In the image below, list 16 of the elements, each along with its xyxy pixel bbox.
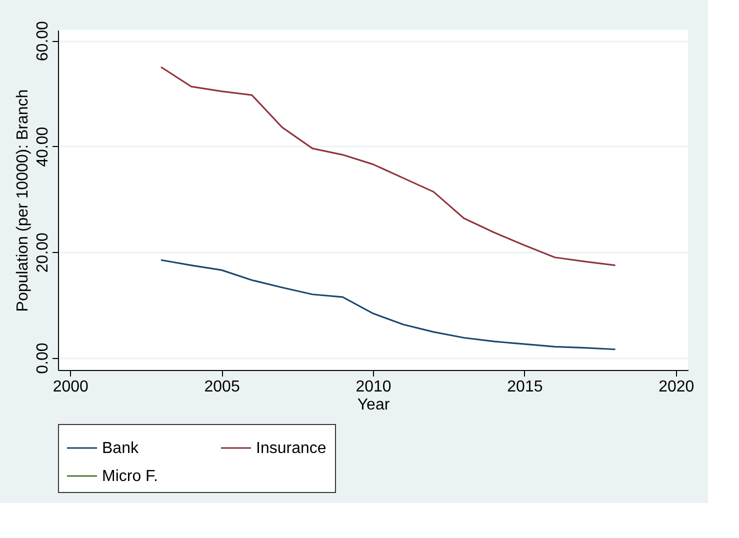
legend-label: Bank bbox=[102, 440, 140, 457]
y-tick-label: 60.00 bbox=[34, 20, 52, 62]
y-tick-label: 0.00 bbox=[34, 342, 52, 374]
y-tick-label: 20.00 bbox=[34, 232, 52, 273]
x-tick-label: 2015 bbox=[507, 378, 543, 396]
y-axis-title: Population (per 10000): Branch bbox=[14, 89, 32, 312]
x-axis-title: Year bbox=[357, 396, 390, 414]
y-tick-label: 40.00 bbox=[34, 126, 52, 167]
legend-label: Micro F. bbox=[102, 468, 158, 485]
x-tick-label: 2005 bbox=[204, 378, 240, 396]
x-tick-label: 2000 bbox=[52, 378, 89, 396]
legend-label: Insurance bbox=[256, 440, 326, 457]
line-series bbox=[160, 66, 616, 266]
x-tick-label: 2010 bbox=[356, 378, 392, 396]
line-series bbox=[160, 259, 616, 350]
x-tick-label: 2020 bbox=[658, 378, 694, 396]
